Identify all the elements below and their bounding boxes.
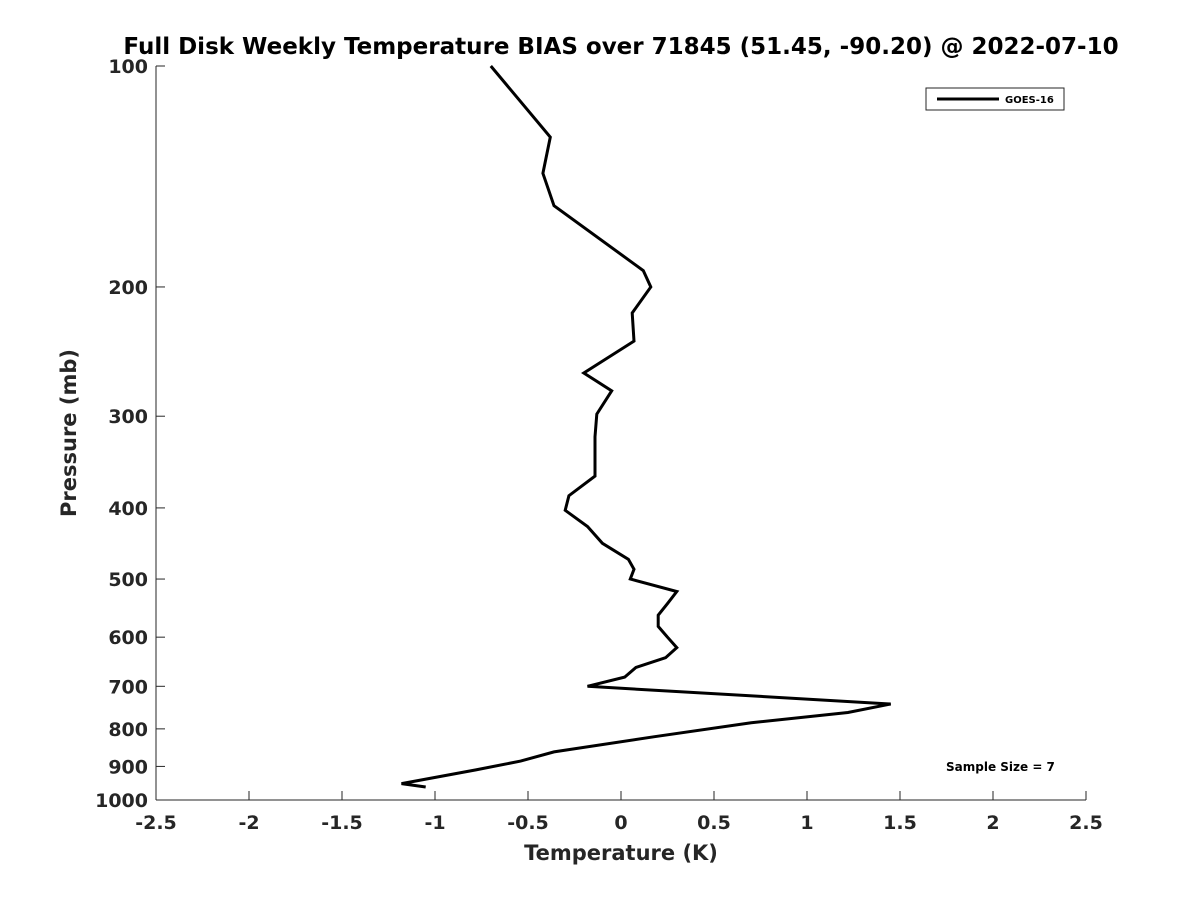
- x-tick-label: 2.5: [1069, 812, 1103, 834]
- y-tick-label: 800: [108, 719, 148, 741]
- x-tick-label: 1: [800, 812, 813, 834]
- x-tick-label: -2: [238, 812, 259, 834]
- x-tick-label: 0.5: [697, 812, 731, 834]
- x-tick-label: 2: [986, 812, 999, 834]
- y-tick-label: 500: [108, 569, 148, 591]
- series-layer: [401, 65, 891, 789]
- x-tick-label: 1.5: [883, 812, 917, 834]
- y-tick-label: 100: [108, 56, 148, 78]
- y-tick-label: 900: [108, 756, 148, 778]
- y-tick-label: 700: [108, 676, 148, 698]
- x-ticks: -2.5 -2 -1.5 -1 -0.5 0 0.5 1 1.5 2 2.5: [135, 791, 1103, 834]
- y-tick-label: 400: [108, 498, 148, 520]
- y-tick-label: 200: [108, 277, 148, 299]
- legend: GOES-16: [925, 87, 1065, 111]
- y-axis-label: Pressure (mb): [57, 349, 81, 517]
- x-tick-label: -1: [424, 812, 445, 834]
- legend-label: GOES-16: [1005, 95, 1054, 106]
- y-ticks: 100 200 300 400 500 600 700 800 900 1000: [95, 56, 165, 812]
- y-tick-label: 300: [108, 406, 148, 428]
- x-tick-label: -0.5: [507, 812, 549, 834]
- chart-title: Full Disk Weekly Temperature BIAS over 7…: [123, 34, 1118, 60]
- sample-size-annotation: Sample Size = 7: [946, 760, 1055, 774]
- x-tick-label: -2.5: [135, 812, 177, 834]
- y-tick-label: 600: [108, 627, 148, 649]
- axes-frame: [155, 66, 1086, 801]
- series-line-goes-16: [401, 65, 891, 789]
- x-axis-label: Temperature (K): [524, 841, 718, 865]
- x-tick-label: 0: [614, 812, 627, 834]
- x-tick-label: -1.5: [321, 812, 363, 834]
- y-tick-label: 1000: [95, 790, 148, 812]
